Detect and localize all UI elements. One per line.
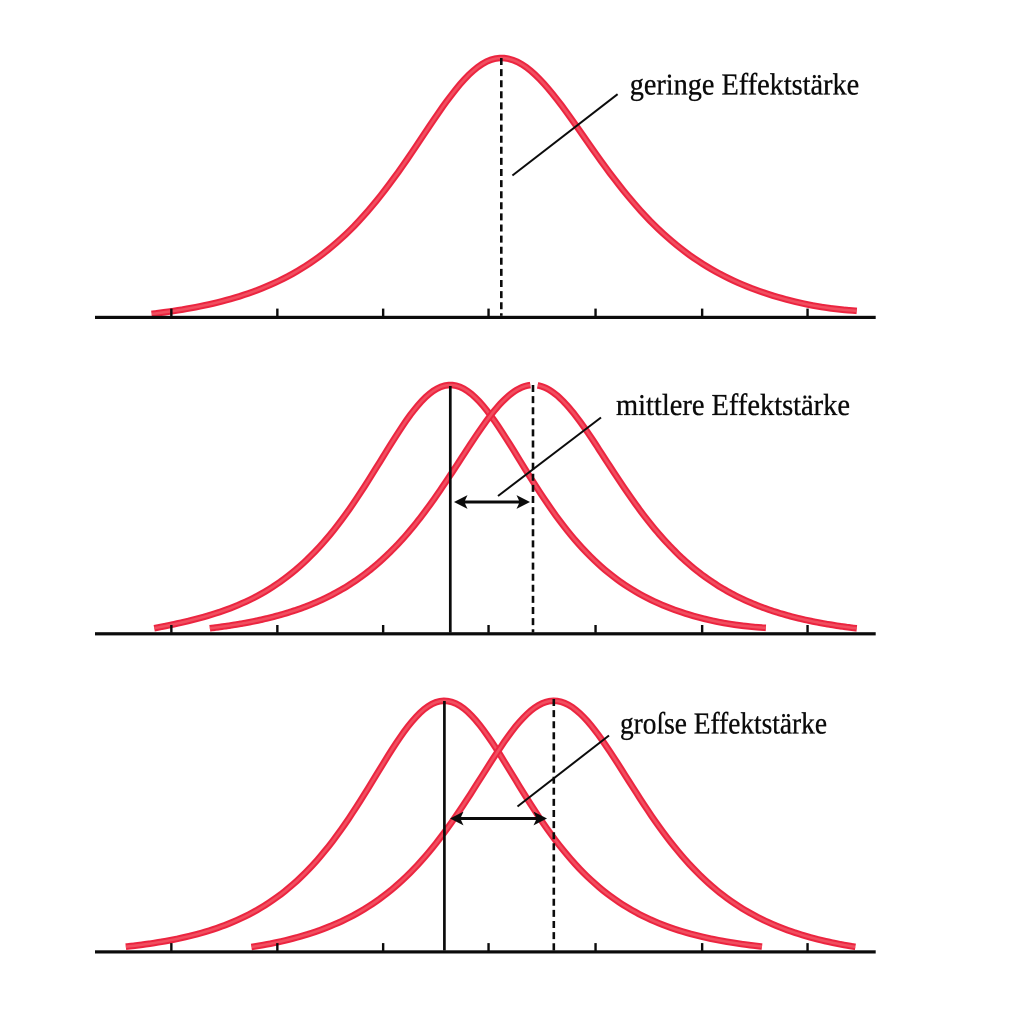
svg-text:groſse Effektstärke: groſse Effektstärke xyxy=(620,706,827,741)
svg-text:geringe Effektstärke: geringe Effektstärke xyxy=(630,67,860,102)
svg-text:mittlere Effektstärke: mittlere Effektstärke xyxy=(616,387,850,422)
